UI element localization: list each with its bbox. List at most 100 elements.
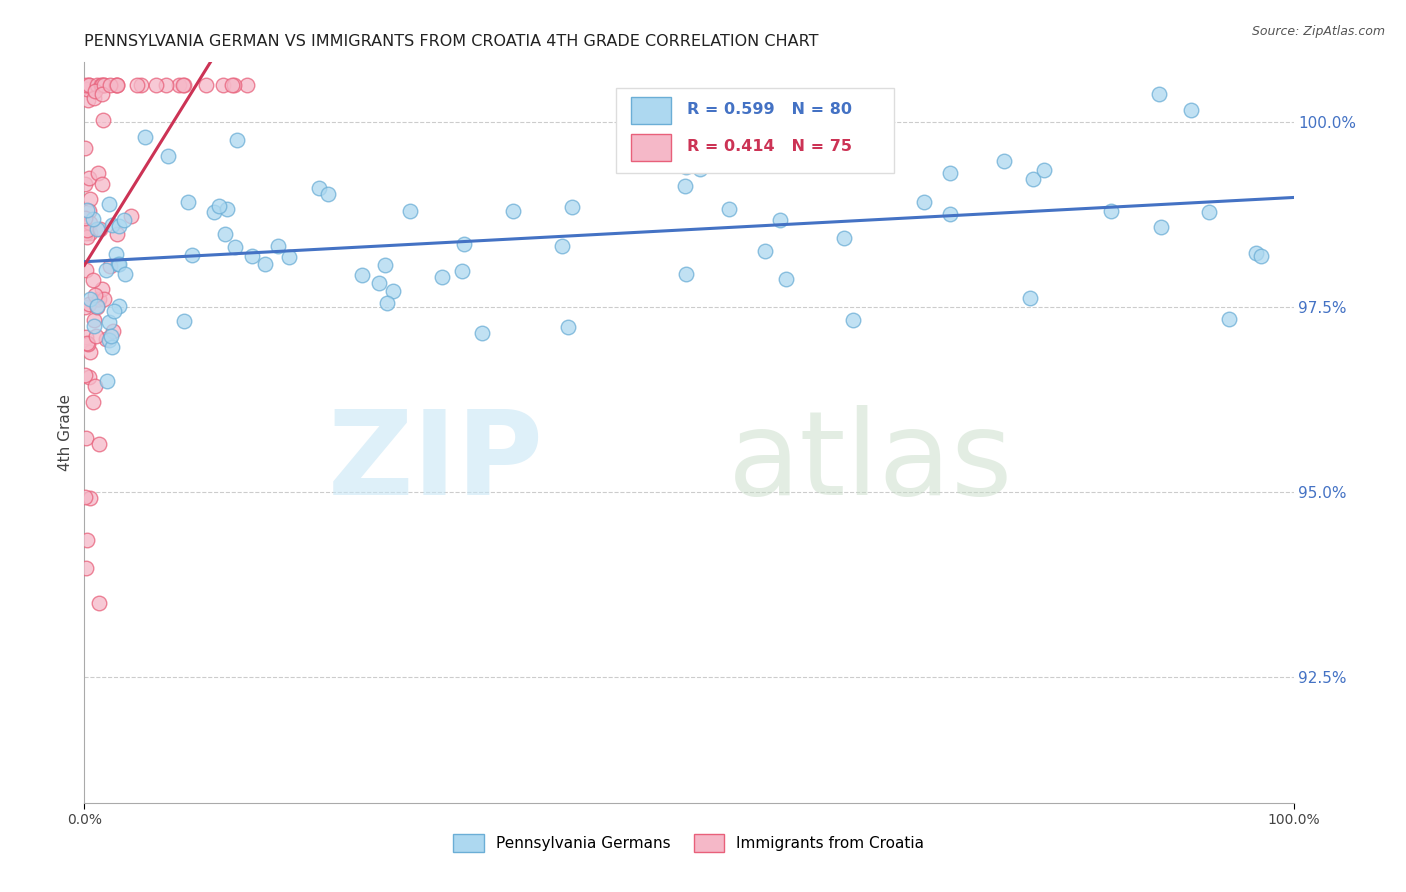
Point	[91, 87, 114, 102]
Point	[938, 166, 960, 180]
Point	[77, 78, 100, 92]
Point	[235, 78, 257, 92]
Text: R = 0.599   N = 80: R = 0.599 N = 80	[686, 102, 852, 117]
Point	[108, 299, 131, 313]
Point	[939, 207, 962, 221]
Point	[686, 140, 709, 154]
Point	[91, 112, 114, 127]
Point	[94, 332, 117, 346]
Point	[134, 129, 156, 144]
FancyBboxPatch shape	[631, 97, 671, 124]
Point	[912, 194, 935, 209]
Point	[1244, 245, 1267, 260]
Point	[212, 78, 235, 92]
Point	[221, 78, 243, 92]
Point	[278, 250, 301, 264]
Point	[87, 436, 110, 450]
Point	[308, 180, 330, 194]
Point	[769, 212, 792, 227]
Point	[1033, 162, 1056, 177]
Point	[84, 378, 107, 392]
Point	[842, 313, 865, 327]
Point	[75, 78, 97, 92]
Point	[97, 333, 120, 347]
Text: PENNSYLVANIA GERMAN VS IMMIGRANTS FROM CROATIA 4TH GRADE CORRELATION CHART: PENNSYLVANIA GERMAN VS IMMIGRANTS FROM C…	[84, 34, 818, 49]
Point	[82, 273, 104, 287]
Point	[87, 166, 110, 180]
Point	[79, 297, 101, 311]
Point	[375, 295, 398, 310]
Point	[450, 263, 472, 277]
Point	[181, 248, 204, 262]
Point	[240, 249, 263, 263]
Point	[75, 226, 97, 240]
Point	[350, 268, 373, 283]
Point	[101, 324, 124, 338]
Point	[1218, 312, 1240, 326]
Point	[83, 313, 105, 327]
Point	[129, 78, 152, 92]
Point	[75, 211, 97, 225]
Point	[93, 78, 115, 92]
Point	[675, 160, 697, 174]
Point	[832, 231, 855, 245]
Point	[76, 223, 98, 237]
Point	[430, 269, 453, 284]
Point	[73, 141, 96, 155]
Point	[224, 240, 246, 254]
Point	[75, 263, 97, 277]
Point	[1019, 291, 1042, 305]
Point	[1099, 203, 1122, 218]
Point	[89, 222, 111, 236]
Point	[76, 82, 98, 96]
Point	[173, 314, 195, 328]
Point	[194, 78, 217, 92]
Point	[202, 205, 225, 219]
Point	[87, 292, 110, 306]
Point	[97, 197, 120, 211]
Point	[76, 203, 98, 218]
Point	[91, 282, 114, 296]
Point	[167, 78, 190, 92]
Point	[98, 259, 121, 273]
Point	[96, 374, 118, 388]
Point	[79, 226, 101, 240]
Point	[1022, 172, 1045, 186]
Point	[84, 287, 107, 301]
Point	[75, 177, 97, 191]
Text: atlas: atlas	[728, 405, 1012, 520]
Point	[107, 257, 129, 271]
Point	[156, 148, 179, 162]
Point	[87, 596, 110, 610]
Point	[76, 336, 98, 351]
Point	[93, 78, 115, 92]
Point	[79, 216, 101, 230]
Point	[1250, 249, 1272, 263]
Point	[94, 262, 117, 277]
Point	[73, 368, 96, 383]
Point	[90, 78, 112, 92]
Point	[177, 195, 200, 210]
Legend: Pennsylvania Germans, Immigrants from Croatia: Pennsylvania Germans, Immigrants from Cr…	[447, 829, 931, 858]
Point	[1149, 87, 1171, 101]
Point	[689, 162, 711, 177]
Point	[399, 204, 422, 219]
Text: ZIP: ZIP	[328, 405, 544, 520]
Point	[673, 178, 696, 193]
Point	[105, 78, 128, 92]
Point	[382, 285, 405, 299]
Point	[208, 199, 231, 213]
Point	[75, 330, 97, 344]
Point	[77, 369, 100, 384]
Point	[105, 247, 128, 261]
Point	[86, 299, 108, 313]
Point	[86, 300, 108, 314]
Point	[114, 267, 136, 281]
Point	[993, 153, 1015, 168]
Point	[98, 316, 121, 330]
Point	[75, 431, 97, 445]
Point	[98, 78, 121, 92]
Point	[471, 326, 494, 341]
Point	[717, 202, 740, 217]
Point	[75, 561, 97, 575]
